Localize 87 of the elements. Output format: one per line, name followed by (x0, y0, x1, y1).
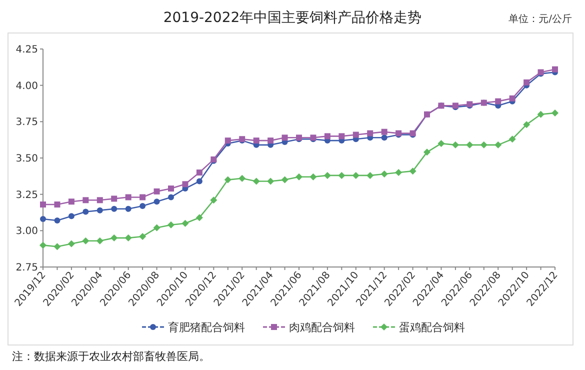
point (54, 202, 60, 208)
y-tick-label: 3.75 (16, 117, 38, 128)
y-tick-label: 4.00 (16, 80, 38, 92)
point (40, 216, 46, 222)
point (552, 109, 558, 116)
point (210, 196, 218, 204)
point (40, 242, 46, 249)
point (296, 173, 302, 180)
point (508, 136, 516, 143)
point (509, 95, 516, 102)
point (523, 121, 530, 128)
point (238, 174, 246, 182)
point (268, 138, 274, 144)
point (438, 140, 445, 147)
point (110, 234, 118, 242)
point (140, 194, 146, 200)
point (495, 98, 502, 104)
point (338, 133, 345, 140)
point (125, 206, 132, 212)
point (124, 234, 132, 242)
point (196, 214, 203, 222)
point (224, 176, 232, 184)
y-tick-label: 2.75 (16, 262, 38, 274)
point (367, 130, 374, 136)
point (380, 170, 388, 178)
point (153, 224, 160, 232)
point (68, 240, 75, 248)
point (168, 186, 174, 192)
point (196, 170, 202, 176)
point (480, 141, 488, 148)
y-tick-label: 3.25 (16, 190, 38, 201)
legend-label: 肉鸡配合饲料 (289, 321, 355, 334)
point (196, 178, 202, 184)
point (154, 188, 160, 194)
point (68, 213, 74, 220)
point (338, 172, 346, 179)
point (352, 132, 359, 138)
point (54, 217, 60, 224)
point (40, 202, 46, 208)
chart-title: 2019-2022年中国主要饲料产品价格走势 (163, 10, 422, 26)
point (111, 206, 118, 212)
point (252, 178, 260, 185)
point (310, 173, 317, 180)
point (96, 237, 104, 244)
point (168, 221, 174, 228)
point (352, 172, 360, 179)
point (324, 133, 330, 140)
point (424, 148, 430, 156)
point (324, 172, 331, 179)
point (82, 237, 90, 244)
legend-label: 蛋鸡配合饲料 (399, 321, 465, 334)
point (154, 198, 160, 205)
text: 注：数据来源于农业农村部畜牧兽医局。 (12, 350, 210, 363)
point (524, 79, 530, 86)
point (466, 141, 474, 148)
point (282, 134, 288, 141)
point (54, 243, 61, 250)
point (381, 134, 388, 141)
point (182, 181, 188, 188)
point (224, 138, 231, 144)
point (366, 172, 374, 179)
point (494, 141, 502, 148)
point (395, 169, 402, 176)
point (139, 232, 146, 240)
y-tick-label: 3.50 (16, 154, 38, 164)
legend-label: 育肥猪配合饲料 (168, 321, 245, 334)
point (111, 196, 118, 202)
chart-subtitle: 单位：元/公斤 (508, 13, 572, 25)
point (96, 207, 103, 214)
point (140, 202, 146, 209)
point (168, 194, 174, 200)
point (253, 138, 260, 144)
y-tick-label: 3.00 (16, 226, 38, 238)
y-tick-label: 4.25 (16, 44, 38, 56)
point (381, 128, 388, 135)
point (96, 197, 103, 204)
point (537, 110, 544, 118)
point (82, 197, 89, 204)
point (409, 168, 416, 175)
point (125, 194, 132, 200)
point (82, 208, 89, 215)
point (182, 220, 189, 227)
point (452, 141, 459, 148)
point (552, 66, 558, 72)
point (68, 198, 74, 205)
point (267, 178, 274, 185)
point (281, 176, 288, 184)
